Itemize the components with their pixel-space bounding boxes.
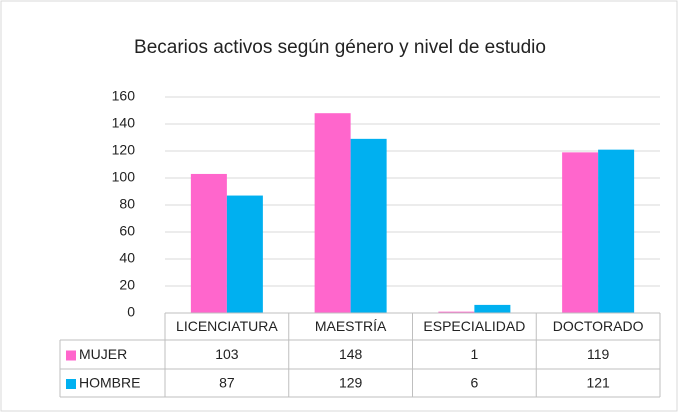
y-tick-label: 80 <box>119 196 135 212</box>
table-cell: 119 <box>587 346 610 362</box>
x-tick-label: DOCTORADO <box>553 318 644 334</box>
legend-key <box>66 379 76 389</box>
x-tick-label: ESPECIALIDAD <box>423 318 525 334</box>
y-tick-label: 140 <box>112 115 136 131</box>
table-cell: 103 <box>215 346 239 362</box>
bar <box>438 311 475 313</box>
y-tick-label: 160 <box>112 88 136 104</box>
table-cell: 121 <box>586 375 610 391</box>
y-tick-label: 40 <box>119 250 135 266</box>
bar <box>350 138 387 313</box>
legend-label: MUJER <box>79 346 127 362</box>
bar <box>226 195 263 313</box>
table-cell: 87 <box>219 375 235 391</box>
table-cell: 148 <box>339 346 363 362</box>
table-cell: 1 <box>470 346 478 362</box>
bar <box>314 113 351 313</box>
x-tick-label: LICENCIATURA <box>176 318 278 334</box>
y-tick-label: 0 <box>127 304 135 320</box>
table-cell: 6 <box>470 375 478 391</box>
legend-label: HOMBRE <box>79 375 140 391</box>
bar <box>190 173 227 313</box>
y-tick-label: 100 <box>112 169 136 185</box>
x-tick-label: MAESTRÍA <box>315 318 387 334</box>
bar <box>598 149 635 313</box>
chart-title: Becarios activos según género y nivel de… <box>134 37 546 58</box>
bar <box>474 304 511 313</box>
y-tick-label: 20 <box>119 277 135 293</box>
y-tick-label: 60 <box>119 223 135 239</box>
legend-key <box>66 350 76 361</box>
bar <box>562 152 599 313</box>
table-cell: 129 <box>339 375 363 391</box>
y-tick-label: 120 <box>112 142 136 158</box>
